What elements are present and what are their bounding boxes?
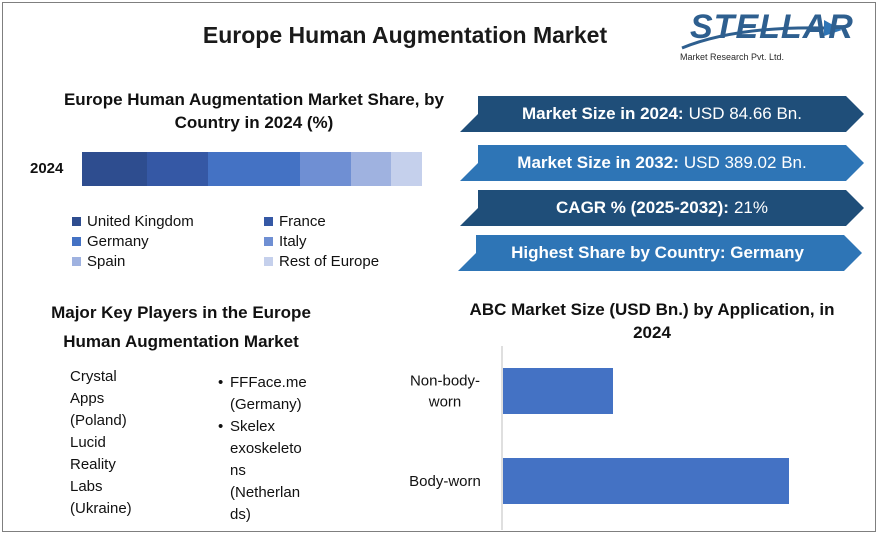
share-chart-year-label: 2024: [30, 160, 64, 177]
key-player-line: Labs: [70, 478, 103, 495]
logo-swoosh-icon: [681, 20, 842, 50]
legend-item: Italy: [264, 232, 412, 250]
stat-text: Market Size in 2024: USD 84.66 Bn.: [460, 96, 864, 132]
key-players-title-line2: Human Augmentation Market: [63, 332, 299, 351]
stat-text: CAGR % (2025-2032): 21%: [460, 190, 864, 226]
legend-label: Germany: [87, 232, 149, 250]
bullet-icon: [218, 460, 230, 482]
stack-segment-italy: [299, 152, 351, 186]
bullet-icon: •: [218, 374, 224, 391]
key-player-line: • FFFace.me: [218, 372, 307, 394]
stat-banner: CAGR % (2025-2032): 21%: [460, 190, 864, 226]
stack-segment-united-kingdom: [82, 152, 147, 186]
legend-swatch: [264, 256, 273, 266]
stack-segment-france: [146, 152, 208, 186]
key-player-line: (Poland): [70, 412, 127, 429]
key-player-line: (Ukraine): [70, 500, 132, 517]
key-players-right-column: • FFFace.me (Germany) • Skelex exoskeleto ns (N…: [218, 372, 307, 526]
bullet-icon: [218, 438, 230, 460]
logo-text: STELLAR: [690, 8, 854, 46]
application-chart-title: ABC Market Size (USD Bn.) by Application…: [469, 300, 835, 342]
stat-text: Market Size in 2032: USD 389.02 Bn.: [460, 145, 864, 181]
key-player-text: FFFace.me: [230, 374, 307, 391]
legend-label: Italy: [279, 232, 307, 250]
stat-label: Market Size in 2032:: [517, 153, 679, 172]
stack-segment-spain: [350, 152, 392, 186]
stat-value: USD 84.66 Bn.: [688, 104, 802, 123]
stack-segment-germany: [207, 152, 300, 186]
key-player-text: ds): [230, 506, 251, 523]
key-players-title: Major Key Players in the Europe Human Au…: [36, 298, 326, 356]
bullet-icon: [218, 504, 230, 526]
key-player-line: Reality: [70, 456, 116, 473]
stat-value: 21%: [733, 198, 768, 217]
legend-swatch: [72, 216, 81, 226]
key-player-line: Apps: [70, 390, 105, 407]
infographic-frame: [2, 2, 876, 532]
stat-label: CAGR % (2025-2032):: [556, 198, 729, 217]
banner-arrow-shape: [458, 235, 862, 271]
bullet-icon: [218, 482, 230, 504]
stat-text: Highest Share by Country: Germany: [458, 235, 862, 271]
share-legend: United Kingdom France Germany Italy Spain Res…: [72, 212, 412, 270]
key-player-line: Lucid: [70, 434, 106, 451]
legend-swatch: [264, 236, 273, 246]
bar-non-body-worn: [503, 368, 613, 414]
key-player-line: (Netherlan: [218, 482, 307, 504]
stat-value: USD 389.02 Bn.: [683, 153, 807, 172]
share-chart-title: Europe Human Augmentation Market Share, …: [63, 90, 445, 132]
key-players-left-column: Crystal Apps (Poland) Lucid Reality Labs (Ukra…: [70, 366, 132, 520]
bullet-icon: •: [218, 418, 224, 435]
stat-banner: Market Size in 2024: USD 84.66 Bn.: [460, 96, 864, 132]
application-bar-chart: Non-body-worn Body-worn: [409, 346, 789, 530]
stat-banner: Market Size in 2032: USD 389.02 Bn.: [460, 145, 864, 181]
share-stacked-bar: [82, 152, 422, 186]
banner-arrow-shape: [460, 96, 864, 132]
stat-banner: Highest Share by Country: Germany: [458, 235, 862, 271]
legend-label: Rest of Europe: [279, 252, 380, 270]
key-player-line: Crystal: [70, 368, 117, 385]
legend-swatch: [72, 236, 81, 246]
legend-swatch: [264, 216, 273, 226]
key-player-line: ns: [218, 460, 307, 482]
stellar-logo: STELLAR Market Research Pvt. Ltd.: [676, 6, 853, 68]
key-player-line: ds): [218, 504, 307, 526]
legend-label: United Kingdom: [87, 212, 194, 230]
legend-item: France: [264, 212, 412, 230]
logo-subtitle: Market Research Pvt. Ltd.: [680, 52, 785, 62]
page-title: Europe Human Augmentation Market: [202, 22, 608, 48]
bar-body-worn: [503, 458, 789, 504]
category-tick-label: Body-worn: [409, 473, 481, 490]
key-players-title-line1: Major Key Players in the Europe: [51, 303, 311, 322]
legend-item: Rest of Europe: [264, 252, 412, 270]
legend-swatch: [72, 256, 81, 266]
stat-label: Market Size in 2024:: [522, 104, 684, 123]
legend-label: France: [279, 212, 326, 230]
legend-item: United Kingdom: [72, 212, 264, 230]
key-player-line: (Germany): [218, 394, 307, 416]
key-player-text: ns: [230, 462, 246, 479]
key-player-line: exoskeleto: [218, 438, 307, 460]
bullet-icon: [218, 394, 230, 416]
key-player-line: • Skelex: [218, 416, 307, 438]
legend-item: Spain: [72, 252, 264, 270]
category-tick-label: Non-body-worn: [410, 373, 480, 411]
banner-arrow-shape: [460, 145, 864, 181]
stack-segment-rest-of-europe: [391, 152, 422, 186]
key-player-text: (Netherlan: [230, 484, 301, 501]
banner-arrow-shape: [460, 190, 864, 226]
key-player-text: (Germany): [230, 396, 302, 413]
key-player-text: exoskeleto: [230, 440, 302, 457]
stat-label: Highest Share by Country: Germany: [511, 243, 804, 262]
key-player-text: Skelex: [230, 418, 276, 435]
legend-label: Spain: [87, 252, 126, 270]
legend-item: Germany: [72, 232, 264, 250]
